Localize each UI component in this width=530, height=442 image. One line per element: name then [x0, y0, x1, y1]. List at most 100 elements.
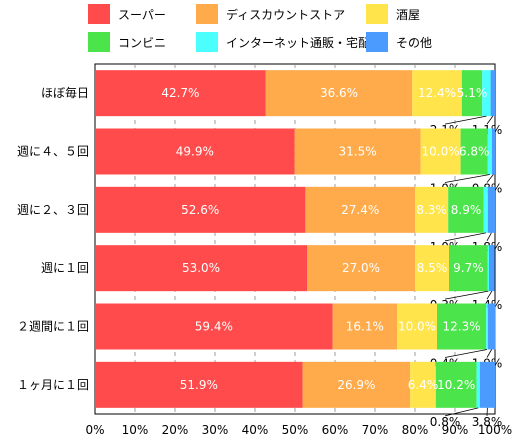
data-label: 8.5% [417, 261, 448, 275]
bar-segment [460, 128, 488, 175]
leader-line [486, 174, 494, 183]
bar-segment [332, 303, 397, 350]
bar-segment [489, 245, 495, 292]
x-tick-label: 40% [242, 423, 269, 437]
x-tick-label: 90% [442, 423, 469, 437]
data-label: 59.4% [195, 320, 233, 334]
bar-segment [397, 303, 437, 350]
bars: 42.7%36.6%12.4%5.1%2.1%1.1%49.9%31.5%10.… [95, 70, 502, 429]
leader-line [444, 174, 490, 183]
data-label: 51.9% [180, 378, 218, 392]
bar-segment [487, 128, 492, 175]
category-label: ２週間に１回 [17, 320, 89, 334]
bar-segment [487, 186, 495, 233]
x-tick-label: 70% [362, 423, 389, 437]
data-label: 53.0% [182, 261, 220, 275]
bar-segment [307, 245, 415, 292]
bar-segment [95, 186, 306, 233]
data-label: 12.4% [418, 86, 456, 100]
data-label: 0.8% [430, 415, 461, 429]
x-tick-label: 30% [202, 423, 229, 437]
bar-segment [294, 128, 421, 175]
legend-label: インターネット通販・宅配 [226, 35, 370, 50]
legend-label: 酒屋 [396, 8, 420, 22]
bar-segment [302, 361, 411, 408]
bar-segment [486, 303, 488, 350]
bar-segment [487, 245, 489, 292]
bar-segment [435, 361, 477, 408]
bar-segment [448, 186, 484, 233]
legend-label: スーパー [118, 8, 166, 22]
bar-segment [412, 70, 462, 117]
data-label: 5.1% [457, 86, 488, 100]
grid-lines [134, 64, 456, 414]
legend-label: その他 [396, 36, 432, 50]
bar-segment [487, 303, 496, 350]
x-tick-label: 50% [282, 423, 309, 437]
data-label: 6.4% [408, 378, 439, 392]
x-tick-labels: 0% 10% 20% 30% 40% 50% 60% 70% 80% 90% 100% [85, 423, 512, 437]
bar-segment [490, 70, 495, 117]
x-tick-label: 60% [322, 423, 349, 437]
legend-label: コンビニ [118, 36, 166, 50]
bar-segment [95, 303, 333, 350]
data-label: 27.4% [341, 203, 379, 217]
data-label: 16.1% [346, 320, 384, 334]
legend-swatch [88, 4, 110, 24]
x-tick-label: 10% [122, 423, 149, 437]
bar-segment [482, 70, 491, 117]
legend-swatch [366, 4, 388, 24]
category-label: ほぼ毎日 [41, 85, 89, 100]
category-label: 週に４、５回 [17, 145, 89, 159]
legend-label: ディスカウントストア [226, 7, 345, 22]
data-label: 42.7% [161, 86, 199, 100]
legend-swatch [88, 32, 110, 52]
data-label: 8.3% [416, 203, 447, 217]
leader-line [444, 407, 479, 417]
x-tick-label: 20% [162, 423, 189, 437]
bar-segment [461, 70, 483, 117]
data-label: 52.6% [181, 203, 219, 217]
x-tick-label: 100% [478, 423, 512, 437]
bar-segment [415, 186, 449, 233]
data-label: 10.0% [398, 320, 436, 334]
leader-line [444, 349, 488, 358]
bar-segment [415, 245, 449, 292]
data-label: 10.0% [422, 145, 460, 159]
legend-swatch [196, 4, 218, 24]
data-label: 10.2% [437, 378, 475, 392]
data-label: 9.7% [453, 261, 484, 275]
data-label: 6.8% [459, 145, 490, 159]
legend-swatch [196, 32, 218, 52]
bar-segment [95, 245, 307, 292]
category-label: １ヶ月に１回 [17, 378, 89, 392]
x-tick-label: 0% [85, 423, 104, 437]
category-label: 週に２、３回 [17, 203, 89, 217]
legend-swatch [366, 32, 388, 52]
leader-line [486, 290, 493, 300]
bar-segment [265, 70, 413, 117]
data-label: 27.0% [342, 261, 380, 275]
bar-segment [483, 186, 488, 233]
data-label: 31.5% [339, 145, 377, 159]
bar-segment [95, 128, 295, 175]
bar-segment [449, 245, 488, 292]
leader-line [444, 290, 489, 300]
bar-segment [305, 186, 415, 233]
leader-line [486, 115, 494, 125]
leader-line [444, 232, 486, 242]
data-label: 49.9% [176, 145, 214, 159]
bar-segment [95, 70, 266, 117]
leader-line [486, 232, 492, 242]
bar-segment [420, 128, 461, 175]
leader-line [486, 349, 492, 358]
data-label: 12.3% [443, 320, 481, 334]
bar-segment [95, 361, 303, 408]
category-label: 週に１回 [41, 261, 89, 275]
bar-segment [410, 361, 436, 408]
data-label: 26.9% [337, 378, 375, 392]
bar-segment [437, 303, 487, 350]
